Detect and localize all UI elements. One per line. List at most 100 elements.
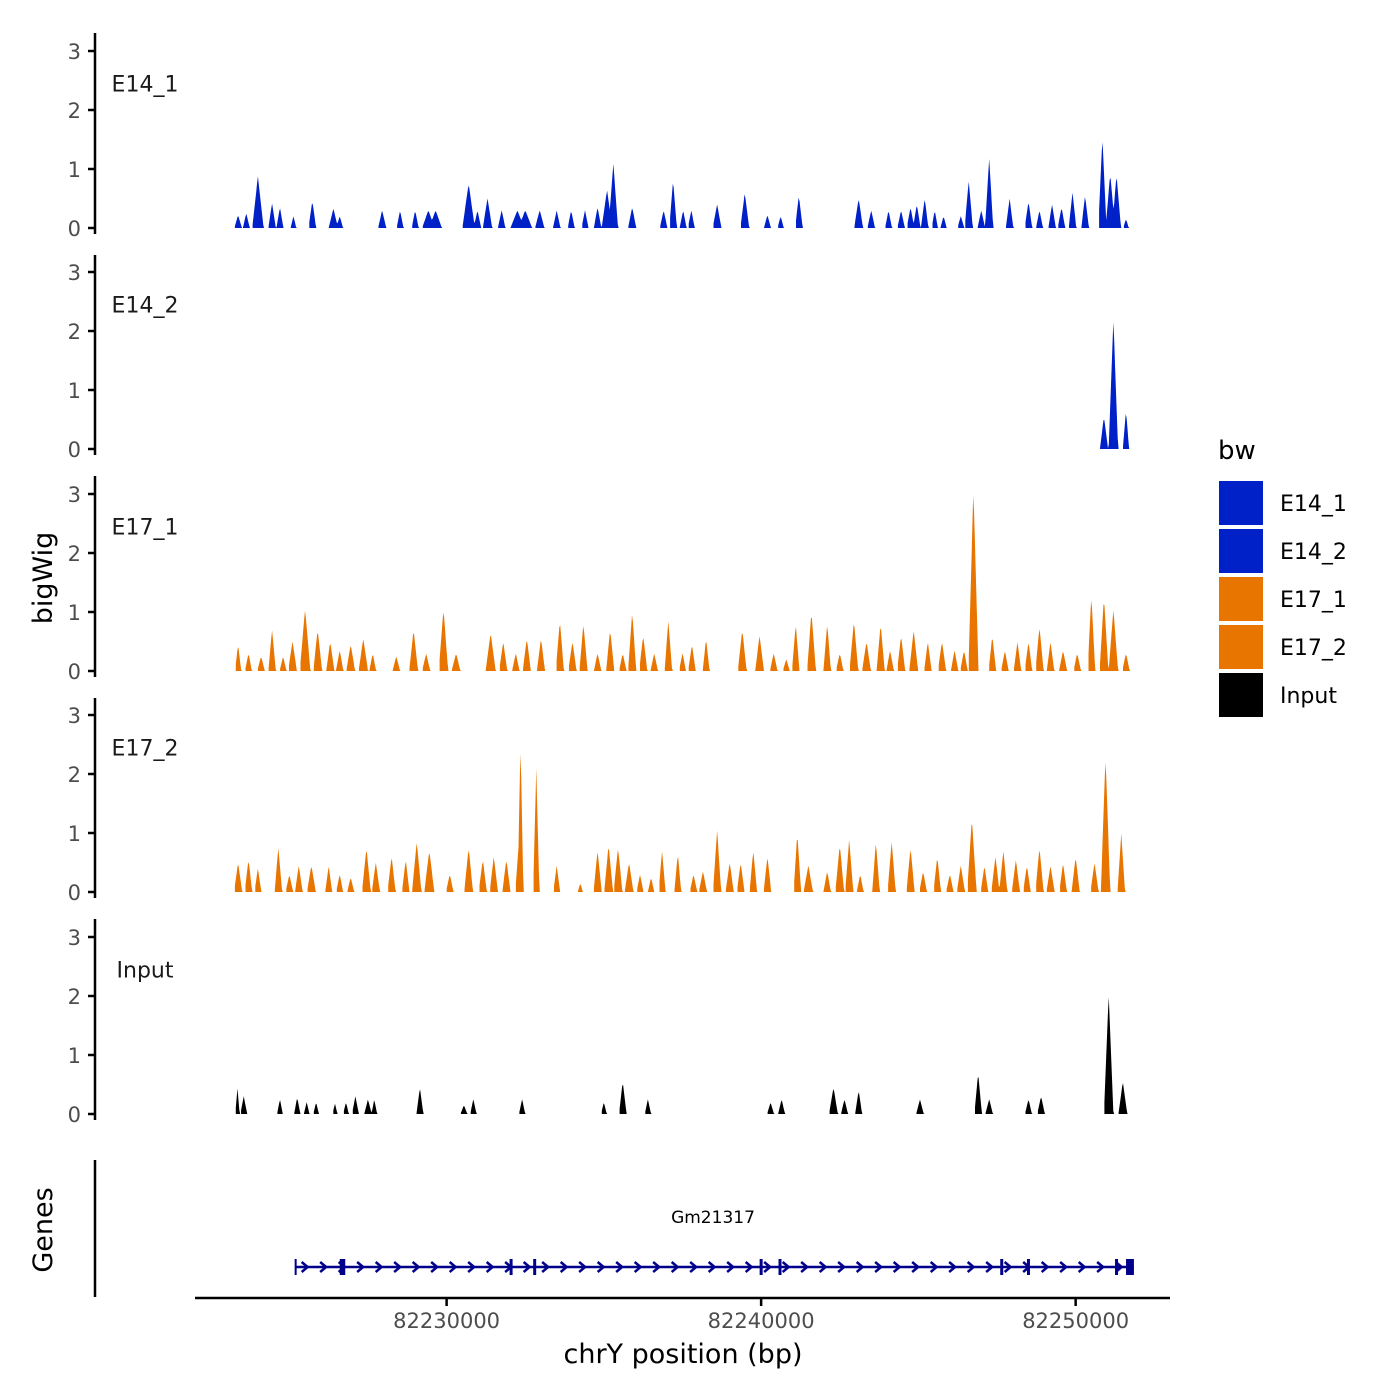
x-axis: 82230000 82240000 82250000: [195, 1296, 1170, 1333]
y-tick-label: 2: [68, 763, 81, 787]
strand-arrow: [652, 1261, 662, 1273]
legend-swatch-E17_1: [1217, 575, 1265, 623]
y-tick-label: 0: [68, 881, 81, 905]
y-tick-label: 3: [68, 261, 81, 285]
y-tick-label: 2: [68, 985, 81, 1009]
legend-swatch-E17_2: [1217, 623, 1265, 671]
gene-name-label: Gm21317: [671, 1208, 755, 1228]
genes-track: Gm21317: [93, 1160, 1134, 1297]
exon-block: [1127, 1259, 1134, 1275]
genes-track-label: Genes: [28, 1187, 59, 1272]
y-tick-label: 0: [68, 660, 81, 684]
strand-arrow: [837, 1261, 847, 1273]
strand-arrow: [818, 1261, 828, 1273]
track-label: E17_1: [112, 515, 179, 540]
strand-arrow: [707, 1261, 717, 1273]
signal-area-E14_2: [1100, 322, 1130, 449]
legend: bw E14_1 E14_2 E17_1 E17_2 Input: [1217, 436, 1347, 719]
y-tick-label: 0: [68, 438, 81, 462]
strand-arrow: [670, 1261, 680, 1273]
strand-arrow: [374, 1261, 384, 1273]
strand-arrow: [966, 1261, 976, 1273]
track-Input: 0 1 2 3 Input: [68, 919, 1128, 1127]
strand-arrow: [522, 1261, 532, 1273]
y-tick-label: 0: [68, 217, 81, 241]
legend-label: E17_1: [1280, 588, 1347, 613]
track-E14_2: 0 1 2 3 E14_2: [68, 255, 1130, 462]
track-label: Input: [117, 958, 174, 983]
strand-arrow: [763, 1261, 773, 1273]
track-label: E14_2: [112, 293, 179, 318]
legend-title: bw: [1218, 436, 1256, 466]
legend-label: Input: [1280, 684, 1337, 709]
strand-arrow: [1077, 1261, 1087, 1273]
y-tick-label: 1: [68, 158, 81, 182]
strand-arrow: [911, 1261, 921, 1273]
strand-arrow: [929, 1261, 939, 1273]
strand-arrow: [596, 1261, 606, 1273]
strand-arrow: [615, 1261, 625, 1273]
y-tick-label: 1: [68, 1044, 81, 1068]
strand-arrow: [578, 1261, 588, 1273]
y-tick-label: 3: [68, 704, 81, 728]
strand-arrow: [874, 1261, 884, 1273]
legend-label: E14_2: [1280, 540, 1347, 565]
signal-tracks: 0 1 2 3 E14_1 0 1 2 3 E14_2 0 1 2 3 E17_1 0 1 2 3 E17_2 0 1 2 3…: [68, 33, 1131, 1127]
signal-area-E17_1: [235, 495, 1131, 671]
strand-arrow: [781, 1261, 791, 1273]
legend-label: E14_1: [1280, 492, 1347, 517]
strand-arrow: [1003, 1261, 1013, 1273]
strand-arrow: [559, 1261, 569, 1273]
strand-arrow: [726, 1261, 736, 1273]
y-tick-label: 3: [68, 483, 81, 507]
strand-arrow: [800, 1261, 810, 1273]
strand-arrow: [633, 1261, 643, 1273]
y-tick-label: 1: [68, 601, 81, 625]
signal-area-E17_2: [234, 753, 1126, 892]
y-tick-label: 3: [68, 40, 81, 64]
y-tick-label: 2: [68, 320, 81, 344]
strand-arrow: [448, 1261, 458, 1273]
strand-arrow: [319, 1261, 329, 1273]
strand-arrow: [300, 1261, 310, 1273]
y-tick-label: 1: [68, 379, 81, 403]
x-axis-title: chrY position (bp): [563, 1339, 802, 1370]
strand-arrow: [1040, 1261, 1050, 1273]
track-E17_2: 0 1 2 3 E17_2: [68, 698, 1126, 905]
x-tick-label: 82240000: [708, 1309, 815, 1333]
strand-arrow: [467, 1261, 477, 1273]
strand-arrow: [541, 1261, 551, 1273]
signal-area-E14_1: [234, 142, 1130, 228]
strand-arrow: [411, 1261, 421, 1273]
signal-area-Input: [235, 997, 1128, 1114]
strand-arrow: [1096, 1261, 1106, 1273]
x-tick-label: 82250000: [1022, 1309, 1129, 1333]
strand-arrow: [985, 1261, 995, 1273]
legend-label: E17_2: [1280, 636, 1347, 661]
legend-swatch-E14_2: [1217, 527, 1265, 575]
strand-arrow: [430, 1261, 440, 1273]
y-tick-label: 3: [68, 926, 81, 950]
legend-swatch-Input: [1217, 671, 1265, 719]
strand-arrow: [892, 1261, 902, 1273]
strand-arrow: [485, 1261, 495, 1273]
track-E17_1: 0 1 2 3 E17_1: [68, 476, 1131, 684]
y-tick-label: 2: [68, 542, 81, 566]
strand-arrow: [393, 1261, 403, 1273]
strand-arrow: [948, 1261, 958, 1273]
y-axis-title: bigWig: [28, 532, 59, 625]
y-tick-label: 0: [68, 1103, 81, 1127]
legend-swatch-E14_1: [1217, 479, 1265, 527]
y-tick-label: 2: [68, 99, 81, 123]
strand-arrow: [855, 1261, 865, 1273]
strand-arrow: [356, 1261, 366, 1273]
strand-arrow: [689, 1261, 699, 1273]
exon-block: [341, 1259, 346, 1275]
track-label: E17_2: [112, 736, 179, 761]
y-tick-label: 1: [68, 822, 81, 846]
x-tick-label: 82230000: [393, 1309, 500, 1333]
strand-arrow: [1059, 1261, 1069, 1273]
track-label: E14_1: [112, 72, 179, 97]
strand-arrow: [744, 1261, 754, 1273]
